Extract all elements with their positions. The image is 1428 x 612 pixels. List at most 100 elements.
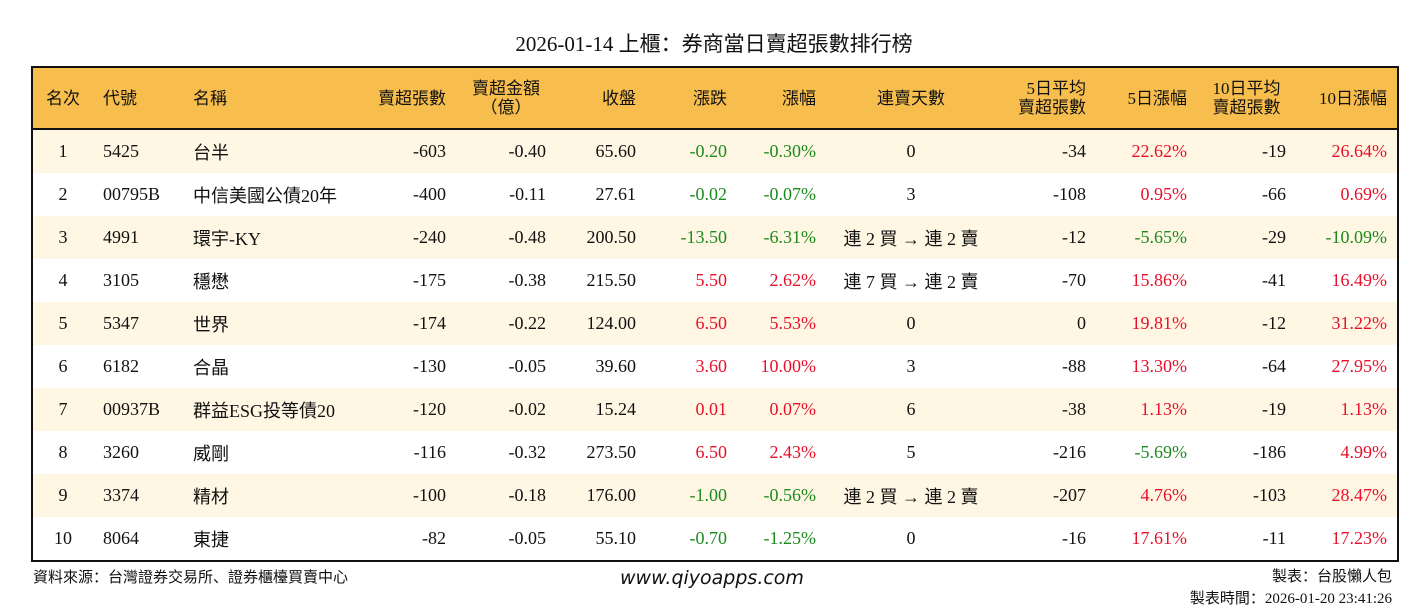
cell-net-sell-amount: -0.18 [508,485,547,505]
header-change10-pct: 10日漲幅 [1319,88,1387,108]
cell-avg5-net-sell: -38 [1062,399,1086,419]
cell-avg10-net-sell: -41 [1262,270,1286,290]
cell-change10-pct: 0.69% [1340,184,1388,204]
header-avg5-net-sell: 5日平均 賣超張數 [1018,79,1086,117]
cell-close: 273.50 [586,442,637,462]
cell-change10-pct: -10.09% [1325,227,1388,247]
cell-rank: 5 [58,313,68,333]
cell-name: 穩懋 [193,271,229,292]
cell-rank: 2 [58,184,68,204]
cell-code: 3374 [103,485,139,505]
credits: 製表：台股懶人包 製表時間：2026-01-20 23:41:26 [1190,566,1392,610]
cell-name: 東捷 [193,529,229,550]
cell-code: 4991 [103,227,139,247]
header-rank: 名次 [46,88,80,108]
header-net-sell-lots: 賣超張數 [378,88,446,108]
cell-close: 27.61 [595,184,637,204]
cell-change5-pct: 15.86% [1131,270,1188,290]
cell-change5-pct: 4.76% [1140,485,1188,505]
cell-net-sell-lots: -174 [413,313,446,333]
data-source: 資料來源：台灣證券交易所、證券櫃檯買賣中心 [33,570,349,586]
cell-avg5-net-sell: -70 [1062,270,1086,290]
cell-net-sell-amount: -0.02 [508,399,547,419]
cell-change: -0.02 [689,184,728,204]
cell-avg5-net-sell: -88 [1062,356,1086,376]
website-link[interactable]: www.qiyoapps.com [620,567,804,589]
cell-rank: 9 [58,485,68,505]
cell-avg10-net-sell: -64 [1262,356,1286,376]
cell-code: 8064 [103,528,139,548]
cell-change-pct: -0.30% [763,141,817,161]
header-avg10-net-sell: 10日平均 賣超張數 [1212,79,1281,117]
cell-consecutive-days: 連 2 買 → 連 2 賣 [843,486,979,507]
table-row: 5 5347 世界 -174 -0.22 124.00 6.50 5.53% 0 0 19.81% -… [32,302,1398,345]
cell-avg10-net-sell: -29 [1262,227,1286,247]
cell-consecutive-days: 3 [906,184,916,204]
cell-change: 6.50 [695,313,728,333]
cell-change-pct: 2.62% [769,270,817,290]
cell-change5-pct: 1.13% [1140,399,1188,419]
header-name: 名稱 [193,88,227,108]
cell-net-sell-lots: -400 [413,184,446,204]
cell-change-pct: -0.07% [763,184,817,204]
cell-close: 55.10 [595,528,637,548]
cell-net-sell-amount: -0.32 [508,442,547,462]
cell-change: 6.50 [695,442,728,462]
cell-change-pct: -1.25% [763,528,817,548]
cell-net-sell-lots: -130 [413,356,446,376]
cell-change10-pct: 28.47% [1331,485,1388,505]
cell-rank: 8 [58,442,68,462]
cell-name: 世界 [193,314,229,335]
cell-avg5-net-sell: -108 [1053,184,1086,204]
cell-change-pct: -0.56% [763,485,817,505]
cell-close: 124.00 [586,313,637,333]
cell-change5-pct: 17.61% [1131,528,1188,548]
cell-close: 200.50 [586,227,637,247]
cell-change5-pct: -5.69% [1134,442,1188,462]
cell-avg10-net-sell: -19 [1262,399,1286,419]
cell-avg10-net-sell: -66 [1262,184,1286,204]
ranking-table: 名次 代號 名稱 賣超張數 賣超金額 （億） 收盤 漲跌 漲幅 連賣天數 5日平均 賣超張數 5日漲… [31,66,1399,562]
cell-change: -0.70 [689,528,728,548]
cell-change: 0.01 [695,399,728,419]
cell-net-sell-amount: -0.11 [509,184,546,204]
table-row: 7 00937B 群益ESG投等債20 -120 -0.02 15.24 0.01 0.07%… [32,388,1398,431]
cell-rank: 7 [58,399,68,419]
header-change: 漲跌 [693,88,727,108]
table-row: 6 6182 合晶 -130 -0.05 39.60 3.60 10.00% 3 -88 13.30… [32,345,1398,388]
cell-consecutive-days: 0 [906,313,916,333]
table-row: 4 3105 穩懋 -175 -0.38 215.50 5.50 2.62% 連 7 買 → 連… [32,259,1398,302]
cell-consecutive-days: 連 7 買 → 連 2 賣 [843,271,979,292]
header-net-sell-amount: 賣超金額 （億） [472,79,540,117]
cell-change-pct: 5.53% [769,313,817,333]
cell-change-pct: -6.31% [763,227,817,247]
cell-rank: 6 [58,356,68,376]
cell-change10-pct: 16.49% [1331,270,1388,290]
cell-name: 威剛 [193,443,229,464]
cell-net-sell-amount: -0.05 [508,356,547,376]
cell-code: 6182 [103,356,139,376]
cell-code: 3105 [103,270,139,290]
cell-change10-pct: 31.22% [1331,313,1388,333]
cell-change10-pct: 27.95% [1331,356,1388,376]
cell-name: 精材 [193,486,229,507]
cell-name: 中信美國公債20年 [193,185,337,206]
cell-consecutive-days: 6 [906,399,916,419]
header-change-pct: 漲幅 [782,88,816,108]
cell-close: 15.24 [595,399,637,419]
cell-net-sell-lots: -100 [413,485,446,505]
cell-net-sell-lots: -175 [413,270,446,290]
header-change5-pct: 5日漲幅 [1127,88,1188,108]
table-row: 1 5425 台半 -603 -0.40 65.60 -0.20 -0.30% 0 -34 22.6… [32,129,1398,173]
cell-change: 3.60 [695,356,728,376]
cell-name: 合晶 [193,357,229,378]
cell-avg5-net-sell: 0 [1077,313,1086,333]
cell-avg10-net-sell: -103 [1253,485,1286,505]
cell-net-sell-lots: -240 [413,227,446,247]
cell-avg5-net-sell: -216 [1053,442,1086,462]
cell-avg5-net-sell: -34 [1062,141,1086,161]
cell-net-sell-amount: -0.05 [508,528,547,548]
table-row: 3 4991 環宇-KY -240 -0.48 200.50 -13.50 -6.31% 連 2… [32,216,1398,259]
cell-consecutive-days: 5 [906,442,916,462]
cell-avg10-net-sell: -12 [1262,313,1286,333]
